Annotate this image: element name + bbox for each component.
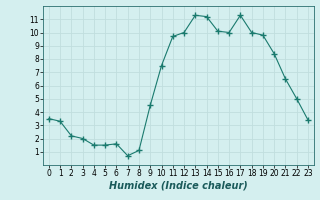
X-axis label: Humidex (Indice chaleur): Humidex (Indice chaleur) — [109, 181, 248, 191]
